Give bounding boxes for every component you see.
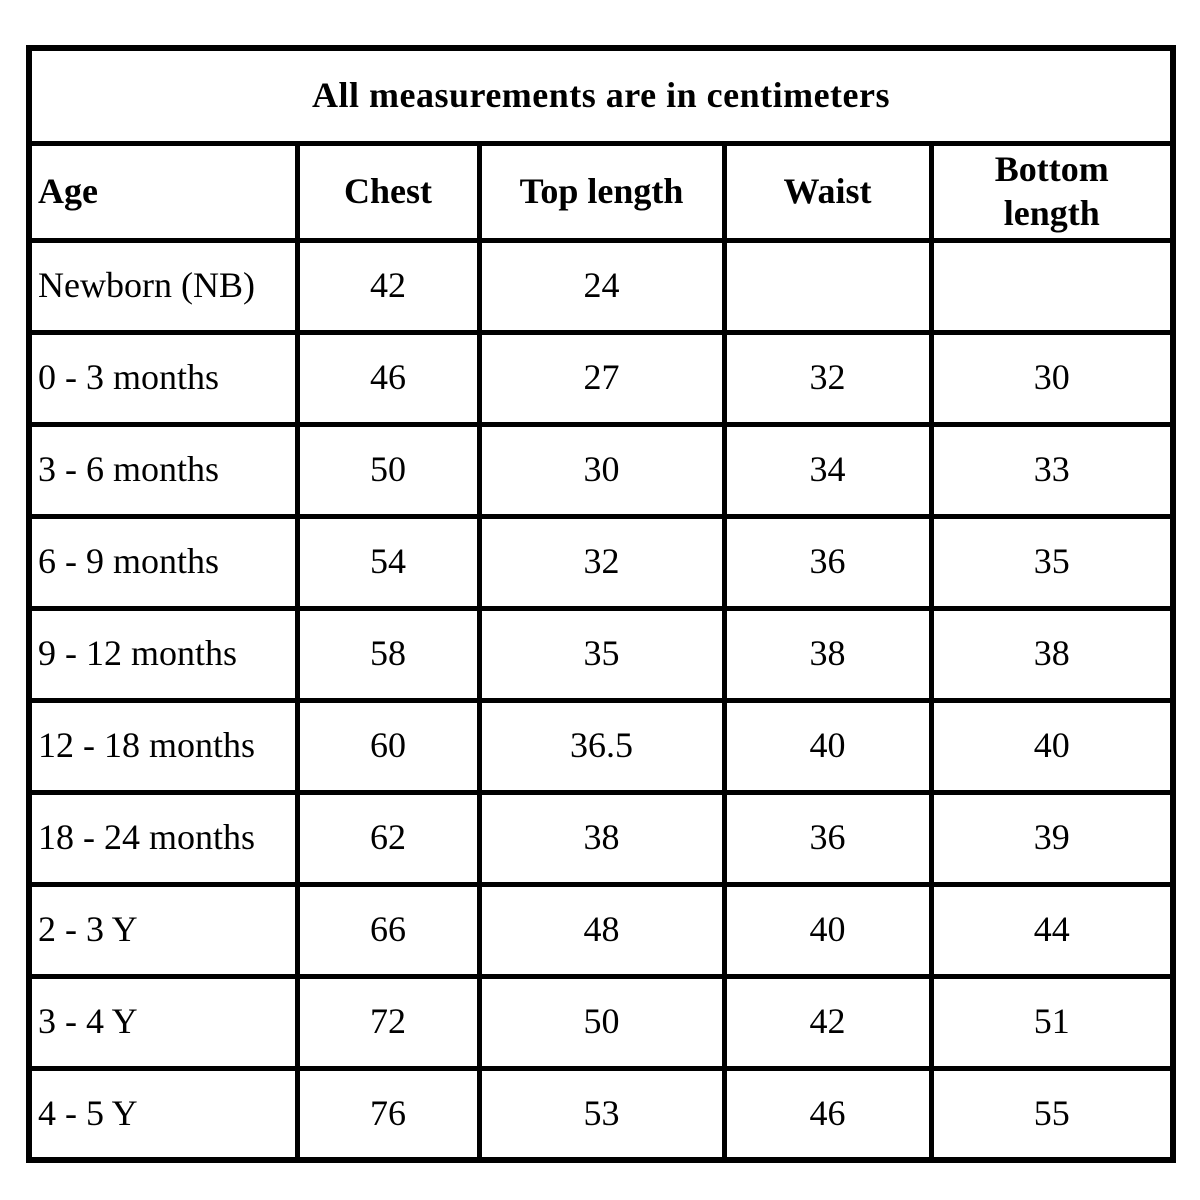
cell-age: 4 - 5 Y bbox=[26, 1065, 300, 1163]
cell-bottom-length: 38 bbox=[928, 605, 1176, 703]
cell-bottom-length bbox=[928, 237, 1176, 335]
cell-bottom-length: 40 bbox=[928, 697, 1176, 795]
column-header-top-length: Top length bbox=[476, 140, 727, 243]
cell-top-length: 35 bbox=[476, 605, 727, 703]
cell-age: 3 - 6 months bbox=[26, 421, 300, 519]
cell-age: 18 - 24 months bbox=[26, 789, 300, 887]
cell-chest: 42 bbox=[294, 237, 482, 335]
cell-chest: 62 bbox=[294, 789, 482, 887]
cell-chest: 54 bbox=[294, 513, 482, 611]
cell-age: 3 - 4 Y bbox=[26, 973, 300, 1071]
cell-bottom-length: 33 bbox=[928, 421, 1176, 519]
cell-age: Newborn (NB) bbox=[26, 237, 300, 335]
cell-top-length: 53 bbox=[476, 1065, 727, 1163]
cell-waist: 38 bbox=[721, 605, 934, 703]
table-row: 18 - 24 months 62 38 36 39 bbox=[26, 789, 1176, 887]
cell-chest: 58 bbox=[294, 605, 482, 703]
cell-waist: 34 bbox=[721, 421, 934, 519]
size-chart-table: All measurements are in centimeters Age … bbox=[26, 45, 1176, 1163]
cell-top-length: 24 bbox=[476, 237, 727, 335]
cell-top-length: 50 bbox=[476, 973, 727, 1071]
cell-waist: 40 bbox=[721, 697, 934, 795]
table-row: 0 - 3 months 46 27 32 30 bbox=[26, 329, 1176, 427]
table-header-row: Age Chest Top length Waist Bottom length bbox=[26, 140, 1176, 243]
cell-waist: 36 bbox=[721, 513, 934, 611]
cell-bottom-length: 55 bbox=[928, 1065, 1176, 1163]
cell-age: 9 - 12 months bbox=[26, 605, 300, 703]
cell-waist: 36 bbox=[721, 789, 934, 887]
cell-top-length: 36.5 bbox=[476, 697, 727, 795]
cell-top-length: 30 bbox=[476, 421, 727, 519]
cell-bottom-length: 39 bbox=[928, 789, 1176, 887]
cell-chest: 50 bbox=[294, 421, 482, 519]
cell-waist bbox=[721, 237, 934, 335]
table-row: 2 - 3 Y 66 48 40 44 bbox=[26, 881, 1176, 979]
table-row: Newborn (NB) 42 24 bbox=[26, 237, 1176, 335]
cell-chest: 76 bbox=[294, 1065, 482, 1163]
cell-age: 2 - 3 Y bbox=[26, 881, 300, 979]
table-row: 12 - 18 months 60 36.5 40 40 bbox=[26, 697, 1176, 795]
cell-bottom-length: 30 bbox=[928, 329, 1176, 427]
cell-age: 0 - 3 months bbox=[26, 329, 300, 427]
cell-top-length: 48 bbox=[476, 881, 727, 979]
table-title-row: All measurements are in centimeters bbox=[26, 45, 1176, 146]
cell-bottom-length: 35 bbox=[928, 513, 1176, 611]
cell-waist: 46 bbox=[721, 1065, 934, 1163]
cell-age: 12 - 18 months bbox=[26, 697, 300, 795]
column-header-chest: Chest bbox=[294, 140, 482, 243]
cell-chest: 72 bbox=[294, 973, 482, 1071]
cell-bottom-length: 51 bbox=[928, 973, 1176, 1071]
cell-waist: 42 bbox=[721, 973, 934, 1071]
cell-top-length: 32 bbox=[476, 513, 727, 611]
cell-chest: 60 bbox=[294, 697, 482, 795]
table-row: 6 - 9 months 54 32 36 35 bbox=[26, 513, 1176, 611]
table-row: 3 - 6 months 50 30 34 33 bbox=[26, 421, 1176, 519]
cell-age: 6 - 9 months bbox=[26, 513, 300, 611]
table-title: All measurements are in centimeters bbox=[26, 45, 1176, 146]
cell-top-length: 27 bbox=[476, 329, 727, 427]
cell-chest: 66 bbox=[294, 881, 482, 979]
cell-waist: 40 bbox=[721, 881, 934, 979]
cell-chest: 46 bbox=[294, 329, 482, 427]
size-chart: All measurements are in centimeters Age … bbox=[26, 45, 1176, 1163]
cell-bottom-length: 44 bbox=[928, 881, 1176, 979]
table-row: 3 - 4 Y 72 50 42 51 bbox=[26, 973, 1176, 1071]
column-header-waist: Waist bbox=[721, 140, 934, 243]
column-header-bottom-length: Bottom length bbox=[928, 140, 1176, 243]
table-row: 9 - 12 months 58 35 38 38 bbox=[26, 605, 1176, 703]
table-row: 4 - 5 Y 76 53 46 55 bbox=[26, 1065, 1176, 1163]
cell-top-length: 38 bbox=[476, 789, 727, 887]
column-header-age: Age bbox=[26, 140, 300, 243]
cell-waist: 32 bbox=[721, 329, 934, 427]
